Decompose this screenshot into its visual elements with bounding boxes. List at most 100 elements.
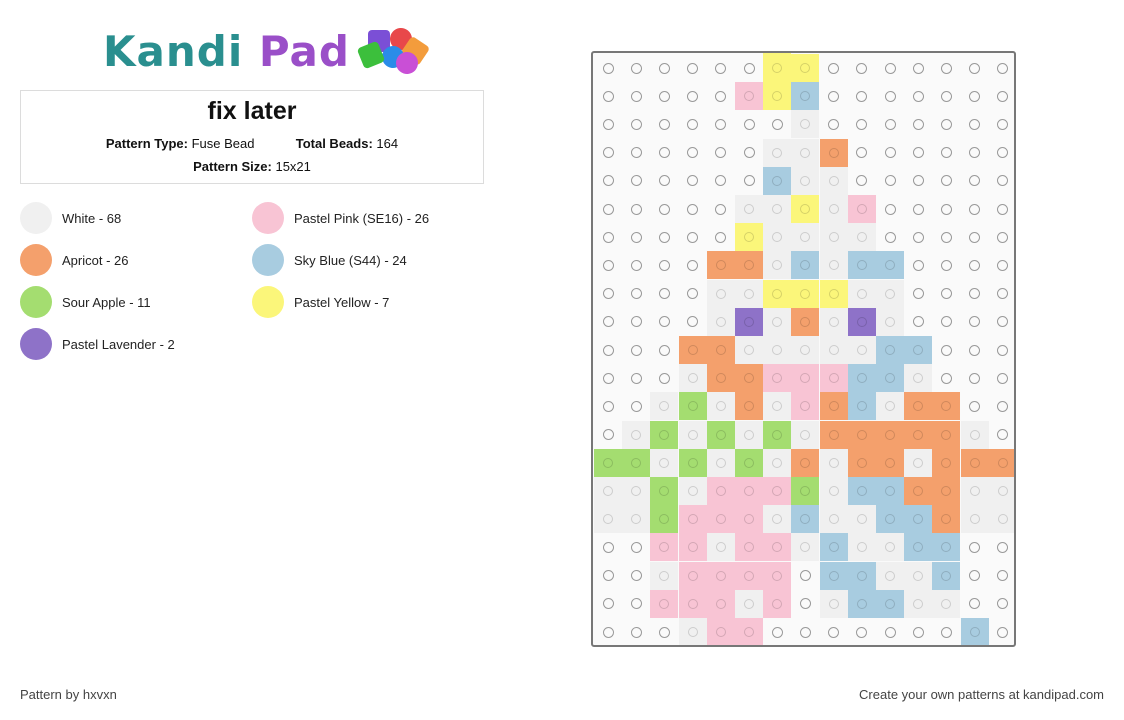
bead <box>932 561 961 590</box>
bead-hole <box>715 316 726 327</box>
bead-hole <box>772 232 783 243</box>
bead-hole <box>856 486 867 496</box>
bead <box>650 448 679 477</box>
bead <box>763 448 792 477</box>
bead <box>904 477 933 505</box>
empty-peg <box>997 316 1009 328</box>
bead-hole <box>659 401 670 412</box>
bead <box>735 589 763 618</box>
bead <box>847 307 876 336</box>
bead <box>763 82 792 111</box>
empty-peg <box>856 62 868 74</box>
empty-peg <box>997 62 1009 74</box>
pattern-info-card: fix later Pattern Type: Fuse Bead Total … <box>20 90 484 184</box>
legend-label: White - 68 <box>62 210 122 226</box>
empty-peg <box>912 175 924 187</box>
bead <box>594 505 622 534</box>
logo-wordmark: Kandi Pad <box>103 27 350 76</box>
bead-hole <box>913 429 924 440</box>
bead <box>819 279 848 308</box>
bead <box>847 448 876 477</box>
empty-peg <box>884 175 896 187</box>
pattern-meta-row: Pattern Type: Fuse Bead Total Beads: 164 <box>21 136 483 151</box>
empty-peg <box>658 90 670 102</box>
bead <box>876 420 904 449</box>
bead <box>988 448 1014 477</box>
empty-peg <box>602 175 614 187</box>
empty-peg <box>828 90 840 102</box>
bead <box>876 364 904 393</box>
bead-hole <box>772 175 783 186</box>
bead-hole <box>913 598 924 609</box>
bead-hole <box>885 288 895 299</box>
bead <box>763 53 792 82</box>
bead-hole <box>828 147 839 158</box>
bead <box>876 336 904 364</box>
bead-hole <box>800 316 811 327</box>
bead <box>678 364 707 393</box>
empty-peg <box>856 147 868 159</box>
bead-hole <box>772 316 783 327</box>
bead <box>706 420 735 449</box>
bead <box>876 561 904 590</box>
empty-peg <box>969 541 981 553</box>
empty-peg <box>602 259 614 271</box>
bead-pattern-board <box>591 51 1016 647</box>
empty-peg <box>828 62 840 74</box>
empty-peg <box>997 626 1009 638</box>
empty-peg <box>602 344 614 356</box>
bead-hole <box>828 288 839 299</box>
empty-peg <box>630 203 642 215</box>
bead <box>735 533 763 562</box>
empty-peg <box>884 147 896 159</box>
bead-hole <box>885 316 895 327</box>
empty-peg <box>602 316 614 328</box>
bead <box>819 336 848 364</box>
bead <box>847 251 876 280</box>
bead-hole <box>828 401 839 412</box>
bead-hole <box>687 514 698 525</box>
bead-hole <box>772 288 783 299</box>
empty-peg <box>715 147 727 159</box>
bead-hole <box>715 345 726 355</box>
empty-peg <box>940 231 952 243</box>
empty-peg <box>715 231 727 243</box>
kandipad-promo-link[interactable]: Create your own patterns at kandipad.com <box>859 687 1104 702</box>
bead <box>650 392 679 421</box>
bead <box>791 364 820 393</box>
empty-peg <box>630 90 642 102</box>
empty-peg <box>856 626 868 638</box>
bead-hole <box>941 514 952 525</box>
empty-peg <box>969 288 981 300</box>
empty-peg <box>658 203 670 215</box>
bead-hole <box>856 345 867 355</box>
bead-hole <box>913 514 924 525</box>
bead <box>876 392 904 421</box>
empty-peg <box>828 626 840 638</box>
bead-hole <box>772 147 783 158</box>
empty-peg <box>602 541 614 553</box>
empty-peg <box>856 118 868 130</box>
empty-peg <box>658 259 670 271</box>
bead-hole <box>856 401 867 412</box>
bead-hole <box>828 232 839 243</box>
pattern-size-row: Pattern Size: 15x21 <box>21 159 483 174</box>
bead <box>904 364 933 393</box>
bead-hole <box>828 260 839 271</box>
bead <box>735 279 763 308</box>
bead-hole <box>885 429 895 440</box>
bead-hole <box>800 288 811 299</box>
legend-item: Pastel Pink (SE16) - 26 <box>252 201 429 235</box>
bead-hole <box>772 486 783 496</box>
bead-hole <box>744 260 754 271</box>
bead-hole <box>715 429 726 440</box>
kandipad-logo[interactable]: Kandi Pad <box>103 25 440 76</box>
bead <box>763 589 792 618</box>
bead-hole <box>772 542 783 553</box>
bead-hole <box>715 401 726 412</box>
bead <box>763 561 792 590</box>
bead-hole <box>800 204 811 214</box>
empty-peg <box>602 118 614 130</box>
bead-hole <box>631 486 642 496</box>
empty-peg <box>602 62 614 74</box>
